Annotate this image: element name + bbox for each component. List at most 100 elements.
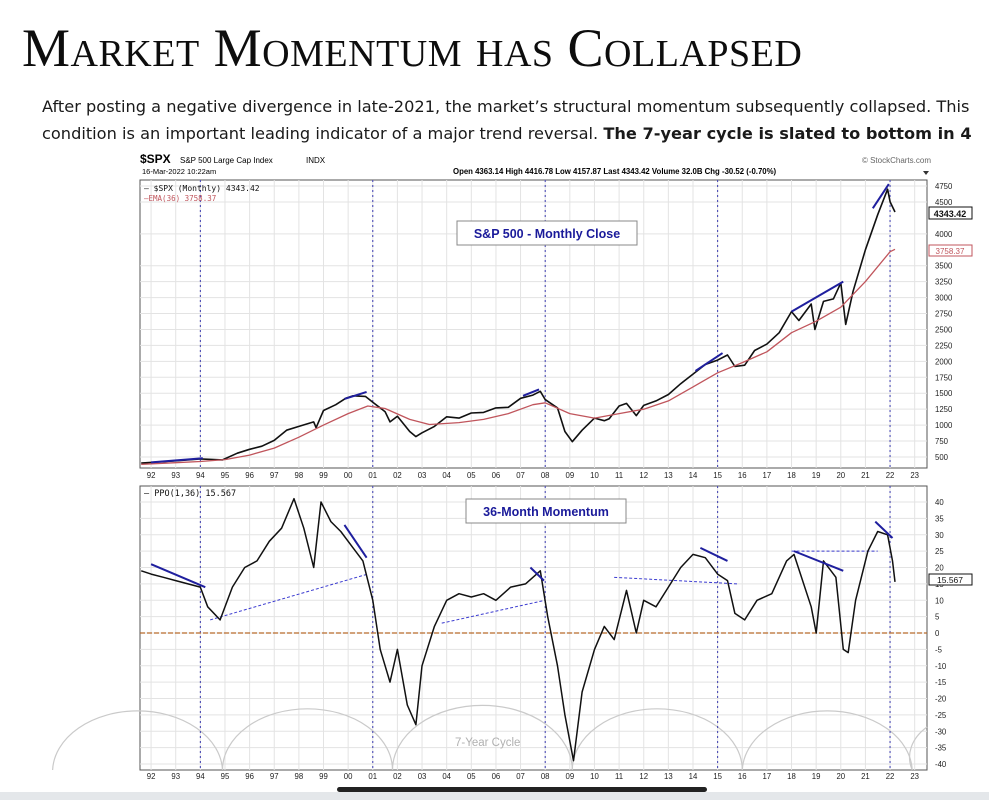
cycle-arc [571, 708, 743, 771]
momentum-y-tick-label: -35 [935, 744, 947, 753]
horizontal-scrollbar[interactable] [337, 787, 707, 792]
momentum-x-tick-label: 05 [467, 772, 476, 781]
momentum-y-tick-label: 35 [935, 514, 944, 523]
momentum-x-tick-label: 08 [541, 772, 550, 781]
price-x-tick-label: 00 [344, 471, 353, 480]
momentum-x-tick-label: 06 [492, 772, 501, 781]
price-x-tick-label: 10 [590, 471, 599, 480]
last-ppo-label: 15.567 [937, 575, 963, 585]
price-y-tick-label: 2250 [935, 341, 953, 350]
price-y-tick-label: 3250 [935, 278, 953, 287]
price-trend-line [522, 388, 540, 397]
price-x-tick-label: 02 [393, 471, 402, 480]
last-price-label: 4343.42 [934, 209, 967, 219]
momentum-y-tick-label: -20 [935, 695, 947, 704]
momentum-x-tick-label: 93 [171, 772, 180, 781]
momentum-x-tick-label: 03 [418, 772, 427, 781]
momentum-panel: 40 35 30 25 20 15 10 5 0 -5 -10 -15 -20 -25 -30 -35 -40 9… [52, 485, 947, 781]
momentum-title-label: 36-Month Momentum [483, 505, 609, 519]
price-x-tick-label: 08 [541, 471, 550, 480]
price-y-tick-label: 1000 [935, 421, 953, 430]
momentum-y-tick-label: 25 [935, 547, 944, 556]
momentum-x-tick-label: 18 [787, 772, 796, 781]
cycle-arc [52, 710, 224, 771]
last-price-box [928, 206, 973, 220]
momentum-x-tick-label: 11 [615, 772, 623, 781]
momentum-y-tick-label: -15 [935, 678, 947, 687]
momentum-x-tick-label: 92 [147, 772, 156, 781]
price-x-tick-label: 99 [319, 471, 328, 480]
price-x-tick-label: 11 [615, 471, 623, 480]
price-trend-line [344, 391, 367, 400]
chart-date: 16-Mar-2022 10:22am [142, 167, 216, 176]
stockcharts-figure: $SPX S&P 500 Large Cap Index INDX © Stoc… [52, 152, 973, 781]
price-x-tick-label: 93 [171, 471, 180, 480]
last-ppo-box [928, 573, 973, 586]
subtitle-line-2-plain: condition is an important leading indica… [42, 124, 604, 143]
momentum-x-tick-label: 13 [664, 772, 673, 781]
price-x-tick-label: 14 [689, 471, 698, 480]
momentum-y-tick-label: 30 [935, 531, 944, 540]
chart-source: © StockCharts.com [862, 156, 931, 165]
price-x-tick-label: 94 [196, 471, 205, 480]
price-x-tick-label: 95 [221, 471, 230, 480]
chart-symbol: $SPX [140, 152, 171, 166]
price-x-tick-label: 96 [245, 471, 254, 480]
momentum-x-tick-label: 95 [221, 772, 230, 781]
ema-value-box [928, 244, 973, 257]
momentum-y-tick-label: 5 [935, 613, 940, 622]
momentum-y-tick-label: 0 [935, 629, 940, 638]
price-x-tick-label: 13 [664, 471, 673, 480]
momentum-x-tick-label: 01 [368, 772, 377, 781]
momentum-x-tick-label: 21 [861, 772, 870, 781]
momentum-x-tick-label: 14 [689, 772, 698, 781]
chart-index-name: S&P 500 Large Cap Index [180, 156, 273, 165]
momentum-x-tick-label: 98 [295, 772, 304, 781]
price-title-box [456, 220, 638, 246]
momentum-x-tick-label: 99 [319, 772, 328, 781]
chart-quote: Open 4363.14 High 4416.78 Low 4157.87 La… [453, 167, 777, 176]
momentum-y-tick-label: -5 [935, 645, 943, 654]
legend-ema: —EMA(36) 3758.37 [144, 194, 216, 203]
legend-spx: — $SPX (Monthly) 4343.42 [144, 184, 260, 193]
price-x-tick-label: 19 [812, 471, 821, 480]
momentum-dashed-trend-line [210, 573, 368, 621]
momentum-trend-line [150, 563, 206, 589]
cycle-arc [741, 710, 913, 771]
dropdown-arrow-icon[interactable] [923, 171, 929, 175]
price-x-tick-label: 03 [418, 471, 427, 480]
momentum-dashed-trend-line [614, 576, 738, 585]
price-x-tick-label: 06 [492, 471, 501, 480]
price-x-tick-label: 12 [639, 471, 648, 480]
ema-36-line [141, 248, 896, 465]
price-y-tick-label: 3500 [935, 262, 953, 271]
ppo-momentum-line [140, 497, 896, 762]
ema-value-label: 3758.37 [936, 247, 965, 256]
price-y-tick-label: 500 [935, 453, 949, 462]
momentum-y-tick-label: -30 [935, 727, 947, 736]
price-x-tick-label: 17 [763, 471, 772, 480]
price-x-tick-label: 21 [861, 471, 870, 480]
momentum-x-tick-label: 96 [245, 772, 254, 781]
momentum-x-tick-label: 15 [713, 772, 722, 781]
momentum-title-box [465, 498, 627, 524]
momentum-x-tick-label: 10 [590, 772, 599, 781]
subtitle-line-2-bold: The 7-year cycle is slated to bottom in … [603, 124, 972, 143]
price-y-tick-label: 4750 [935, 182, 953, 191]
momentum-y-tick-label: -10 [935, 662, 947, 671]
momentum-x-tick-label: 00 [344, 772, 353, 781]
momentum-x-tick-label: 09 [565, 772, 574, 781]
price-x-tick-label: 92 [147, 471, 156, 480]
momentum-x-tick-label: 22 [886, 772, 895, 781]
price-y-tick-label: 4500 [935, 198, 953, 207]
momentum-x-tick-label: 16 [738, 772, 747, 781]
momentum-x-tick-label: 02 [393, 772, 402, 781]
price-x-tick-label: 23 [910, 471, 919, 480]
cycle-label: 7-Year Cycle [455, 737, 520, 749]
price-title-label: S&P 500 - Monthly Close [474, 227, 620, 241]
cycle-arc [908, 726, 928, 771]
price-x-tick-label: 05 [467, 471, 476, 480]
momentum-x-tick-label: 07 [516, 772, 525, 781]
momentum-x-tick-label: 17 [763, 772, 772, 781]
